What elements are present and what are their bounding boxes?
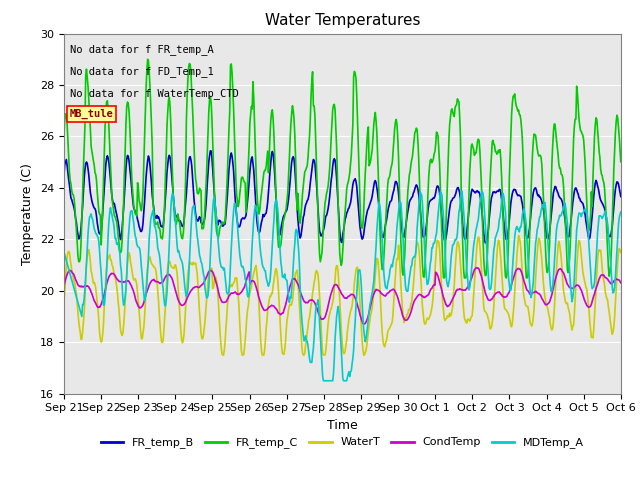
FR_temp_C bbox=[411, 130, 419, 135]
MDTemp_A bbox=[214, 225, 221, 230]
Text: MB_tule: MB_tule bbox=[70, 109, 113, 120]
Legend: FR_temp_B, FR_temp_C, WaterT, CondTemp, MDTemp_A: FR_temp_B, FR_temp_C, WaterT, CondTemp, … bbox=[96, 433, 589, 453]
MDTemp_A bbox=[428, 256, 435, 262]
MDTemp_A bbox=[411, 254, 419, 260]
FR_temp_B bbox=[428, 197, 435, 203]
FR_temp_C bbox=[214, 235, 222, 241]
FR_temp_C bbox=[144, 57, 152, 62]
FR_temp_B bbox=[127, 182, 135, 188]
Line: FR_temp_C: FR_temp_C bbox=[64, 60, 621, 278]
CondTemp bbox=[360, 321, 368, 327]
CondTemp bbox=[60, 283, 68, 289]
WaterT bbox=[411, 262, 419, 268]
WaterT bbox=[515, 233, 522, 239]
WaterT bbox=[184, 270, 192, 276]
FR_temp_B bbox=[214, 222, 222, 228]
FR_temp_B bbox=[411, 186, 419, 192]
Y-axis label: Temperature (C): Temperature (C) bbox=[22, 163, 35, 264]
FR_temp_B bbox=[617, 194, 625, 200]
WaterT bbox=[60, 300, 68, 305]
FR_temp_C bbox=[70, 196, 78, 202]
CondTemp bbox=[214, 284, 221, 289]
Line: CondTemp: CondTemp bbox=[64, 268, 621, 324]
MDTemp_A bbox=[127, 208, 135, 214]
FR_temp_C bbox=[440, 275, 448, 281]
FR_temp_B bbox=[207, 148, 214, 154]
MDTemp_A bbox=[478, 189, 486, 194]
CondTemp bbox=[127, 283, 135, 288]
CondTemp bbox=[473, 265, 481, 271]
WaterT bbox=[214, 285, 221, 291]
X-axis label: Time: Time bbox=[327, 419, 358, 432]
WaterT bbox=[70, 278, 78, 284]
FR_temp_B bbox=[70, 205, 78, 211]
Text: No data for f FR_temp_A: No data for f FR_temp_A bbox=[70, 44, 213, 55]
Title: Water Temperatures: Water Temperatures bbox=[265, 13, 420, 28]
WaterT bbox=[127, 264, 135, 270]
Text: No data for f WaterTemp_CTD: No data for f WaterTemp_CTD bbox=[70, 87, 238, 98]
CondTemp bbox=[184, 294, 192, 300]
FR_temp_C bbox=[127, 166, 135, 172]
FR_temp_B bbox=[60, 172, 68, 178]
FR_temp_B bbox=[184, 168, 192, 173]
FR_temp_C bbox=[185, 64, 193, 70]
Line: FR_temp_B: FR_temp_B bbox=[64, 151, 621, 243]
Line: WaterT: WaterT bbox=[64, 236, 621, 355]
MDTemp_A bbox=[60, 249, 68, 255]
MDTemp_A bbox=[184, 287, 192, 293]
CondTemp bbox=[411, 297, 419, 303]
WaterT bbox=[219, 352, 227, 358]
CondTemp bbox=[428, 286, 435, 292]
WaterT bbox=[617, 250, 625, 255]
MDTemp_A bbox=[617, 209, 625, 215]
MDTemp_A bbox=[319, 378, 327, 384]
CondTemp bbox=[70, 272, 78, 278]
Line: MDTemp_A: MDTemp_A bbox=[64, 192, 621, 381]
Text: No data for f FD_Temp_1: No data for f FD_Temp_1 bbox=[70, 66, 213, 77]
MDTemp_A bbox=[70, 286, 78, 291]
CondTemp bbox=[617, 280, 625, 286]
WaterT bbox=[428, 309, 435, 315]
FR_temp_C bbox=[60, 135, 68, 141]
FR_temp_C bbox=[617, 159, 625, 165]
FR_temp_B bbox=[481, 240, 489, 246]
FR_temp_C bbox=[428, 156, 435, 162]
